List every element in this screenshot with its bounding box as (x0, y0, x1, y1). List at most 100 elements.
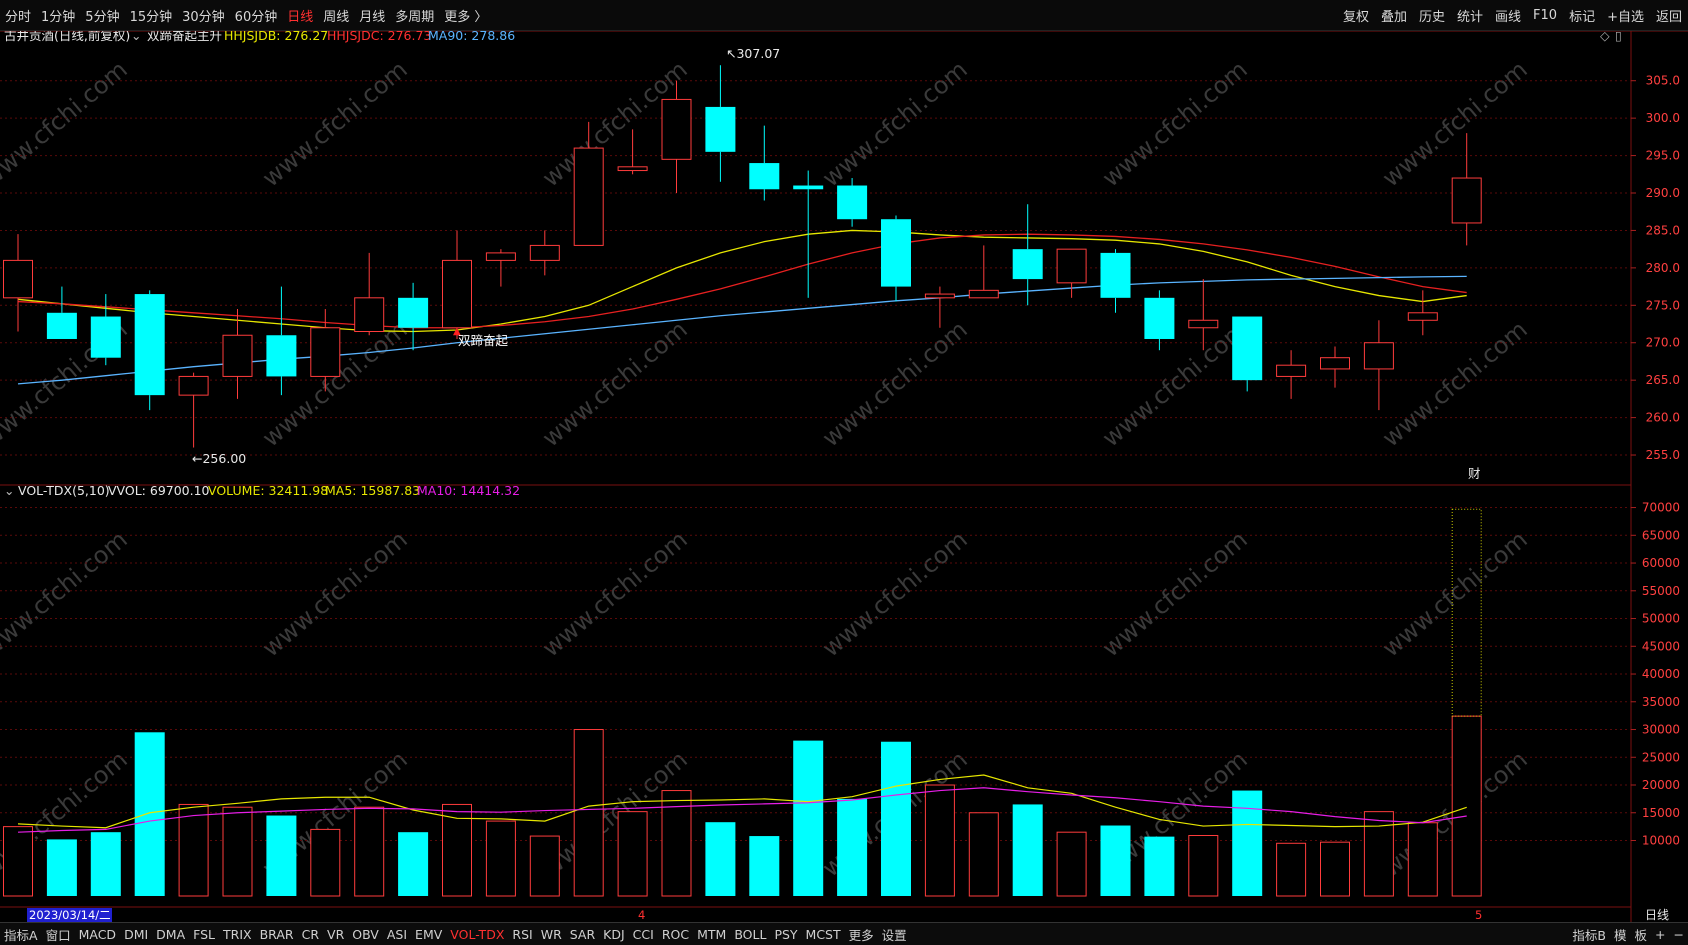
indicator-tab-action[interactable]: 板 (1634, 927, 1648, 943)
series-line-hhjsjdb (17, 229, 1467, 333)
period-tab[interactable]: 更多 〉 (444, 9, 488, 25)
indicator-tab[interactable]: ASI (386, 926, 408, 942)
candle (1012, 204, 1043, 306)
indicator-tab[interactable]: PSY (774, 926, 798, 942)
candle-body (310, 327, 341, 377)
candle-body (1363, 342, 1394, 370)
period-tab[interactable]: 分时 (5, 9, 32, 25)
toolbar-button[interactable]: 叠加 (1380, 9, 1407, 25)
candle-body (266, 335, 297, 377)
indicator-tab[interactable]: ROC (661, 926, 690, 942)
candle-body (705, 106, 736, 152)
legend-hhjsjdc: HHJSJDC: 276.73 (327, 28, 431, 43)
volume-bar (354, 806, 385, 897)
candle (1363, 320, 1394, 411)
indicator-tab[interactable]: RSI (512, 926, 533, 942)
toolbar-button[interactable]: F10 (1533, 7, 1558, 23)
volume-bar (793, 740, 824, 896)
toolbar-button[interactable]: 返回 (1655, 9, 1682, 25)
indicator-tab[interactable]: VR (327, 926, 345, 942)
period-tab[interactable]: 5分钟 (85, 9, 120, 25)
candle (266, 286, 297, 396)
indicator-tab[interactable]: KDJ (603, 926, 625, 942)
legend-ma10: MA10: 14414.32 (417, 483, 520, 498)
toolbar-button[interactable]: 复权 (1342, 9, 1369, 25)
indicator-tab[interactable]: BOLL (734, 926, 767, 942)
toolbar-button[interactable]: +自选 (1607, 9, 1644, 25)
period-tab[interactable]: 30分钟 (182, 9, 225, 25)
watermark-text: www.cfchi.com (537, 315, 693, 452)
candle (1320, 346, 1350, 388)
volume-bar (1407, 822, 1438, 897)
candle-body (749, 163, 780, 190)
toolbar-button[interactable]: 统计 (1457, 9, 1484, 25)
price-tick-label: 295.0 (1646, 149, 1680, 163)
indicator-tab[interactable]: EMV (415, 926, 443, 942)
period-tab[interactable]: 日线 (287, 9, 314, 25)
period-tab[interactable]: 1分钟 (41, 9, 76, 25)
candle (749, 125, 780, 201)
candle (485, 249, 516, 287)
moving-average-lines (17, 229, 1467, 385)
financial-report-marker[interactable]: 财 (1468, 466, 1481, 481)
indicator-tab[interactable]: 设置 (881, 927, 907, 943)
indicator-tab[interactable]: MCST (805, 926, 841, 942)
candlestick-series: ▲ (3, 65, 1482, 448)
candle (354, 252, 385, 336)
period-tab[interactable]: 月线 (359, 9, 386, 25)
collapse-icon[interactable]: ⌄ (131, 28, 141, 43)
indicator-tab[interactable]: DMA (156, 926, 186, 942)
toolbar-button[interactable]: 标记 (1569, 9, 1596, 25)
watermark-text: www.cfchi.com (0, 525, 133, 662)
volume-bar (222, 806, 253, 897)
volume-bar (398, 832, 429, 896)
collapse-icon[interactable]: ⌄ (4, 483, 14, 498)
indicator-tab[interactable]: OBV (352, 926, 379, 942)
indicator-tab-action[interactable]: 模 (1614, 927, 1627, 943)
volume-tick-label: 10000 (1642, 834, 1680, 848)
indicator-tab[interactable]: CCI (632, 926, 654, 942)
candle-body (90, 316, 121, 358)
diamond-icon[interactable]: ◇ (1600, 28, 1610, 43)
indicator-tab[interactable]: CR (301, 926, 320, 942)
indicator-tab[interactable]: MTM (697, 926, 727, 942)
period-tab[interactable]: 15分钟 (129, 9, 173, 25)
candle-body (134, 294, 165, 396)
volume-bar (1320, 841, 1350, 897)
candle (837, 178, 868, 227)
volume-tick-label: 35000 (1642, 695, 1680, 709)
indicator-tab[interactable]: DMI (124, 926, 149, 942)
volume-bar (968, 812, 999, 897)
indicator-tab[interactable]: 更多 (848, 927, 874, 943)
indicator-tab[interactable]: 窗口 (45, 927, 71, 943)
candle-body (1407, 312, 1438, 321)
period-tab[interactable]: 60分钟 (234, 9, 278, 25)
candle (617, 129, 648, 175)
indicator-tab[interactable]: VOL-TDX (450, 926, 505, 942)
indicator-tab-action[interactable]: 指标B (1572, 927, 1606, 943)
indicator-tab[interactable]: BRAR (259, 926, 294, 942)
indicator-tab[interactable]: WR (540, 926, 562, 942)
volume-tick-label: 15000 (1642, 806, 1680, 820)
indicator-tab[interactable]: FSL (193, 926, 216, 942)
indicator-tab-action[interactable]: + (1655, 926, 1666, 942)
period-tab[interactable]: 多周期 (395, 9, 435, 25)
toolbar-button[interactable]: 历史 (1418, 9, 1445, 25)
volume-bar (46, 839, 77, 896)
toolbar-button[interactable]: 画线 (1495, 9, 1522, 25)
period-tab[interactable]: 周线 (323, 9, 350, 25)
candle-body (837, 185, 868, 220)
volume-bar (1232, 790, 1263, 896)
date-cursor-label: 2023/03/14/二 (29, 908, 111, 922)
indicator-tab[interactable]: SAR (569, 926, 596, 942)
indicator-tab-action[interactable]: − (1673, 926, 1684, 942)
window-icon[interactable]: ▯ (1615, 28, 1622, 43)
indicator-tabs: 指标A 窗口 MACD DMI DMA FSL TRIX BRAR CR VR OBV ASI EMV V… (0, 925, 911, 944)
indicator-tabbar: 指标A 窗口 MACD DMI DMA FSL TRIX BRAR CR VR OBV ASI EMV V… (0, 922, 1688, 945)
indicator-tab[interactable]: TRIX (223, 926, 252, 942)
candle-body (485, 252, 516, 261)
indicator-tab[interactable]: MACD (78, 926, 117, 942)
indicator-tab[interactable]: 指标A (4, 927, 38, 943)
stock-title: 古井贡酒(日线,前复权) (4, 28, 130, 43)
